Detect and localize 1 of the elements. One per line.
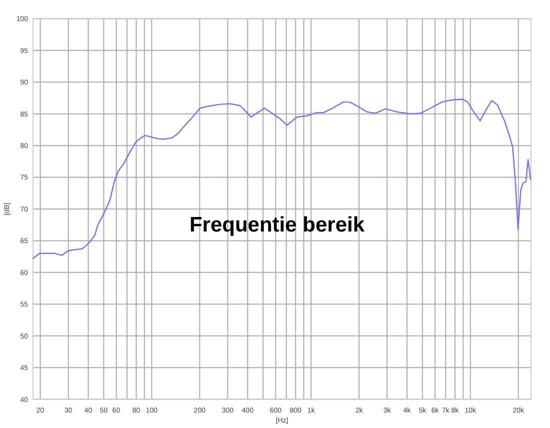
annotation: Frequentie bereik <box>189 214 365 237</box>
